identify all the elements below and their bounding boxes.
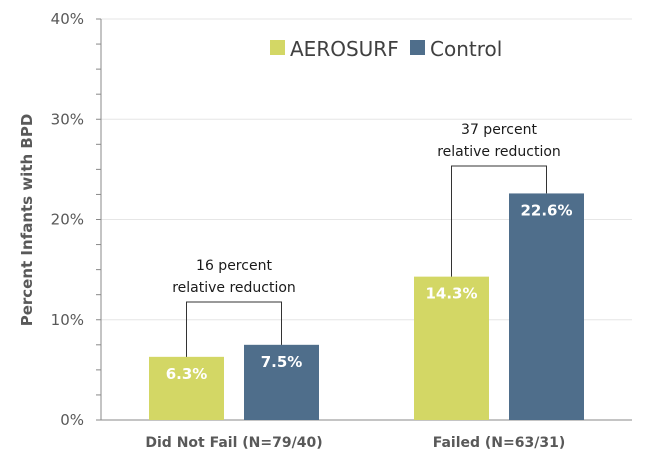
y-tick-label: 20% (51, 211, 84, 229)
y-axis-label: Percent Infants with BPD (18, 114, 36, 327)
bar-aerosurf-0 (149, 356, 224, 420)
data-label: 22.6% (520, 201, 572, 219)
x-axis-categories: Did Not Fail (N=79/40) Failed (N=63/31) (145, 435, 565, 451)
y-tick-label: 30% (51, 110, 84, 128)
bar-aerosurf-1 (414, 276, 489, 420)
annotations: 16 percent relative reduction 37 percent re… (172, 122, 561, 357)
legend-label: AEROSURF (290, 37, 399, 61)
y-tick-label: 10% (51, 311, 84, 329)
y-tick-label: 0% (60, 411, 84, 429)
legend-label: Control (430, 37, 502, 61)
y-tick-label: 40% (51, 10, 84, 28)
annotation-line1: 16 percent (196, 258, 272, 274)
annotation-line2: relative reduction (437, 144, 561, 160)
bars: 6.3% 7.5% 14.3% 22.6% (149, 193, 584, 420)
data-label: 6.3% (166, 365, 208, 383)
bar-control-1 (509, 193, 584, 420)
reduction-bracket (186, 301, 282, 357)
category-label: Failed (N=63/31) (433, 435, 566, 451)
bar-control-0 (244, 344, 319, 420)
category-label: Did Not Fail (N=79/40) (145, 435, 322, 451)
data-label: 7.5% (261, 353, 303, 371)
legend-swatch-aerosurf (270, 40, 285, 55)
reduction-bracket (451, 165, 547, 277)
annotation-line1: 37 percent (461, 122, 537, 138)
legend: AEROSURF Control (270, 37, 502, 61)
legend-swatch-control (410, 40, 425, 55)
data-label: 14.3% (425, 285, 477, 303)
annotation-line2: relative reduction (172, 280, 296, 296)
